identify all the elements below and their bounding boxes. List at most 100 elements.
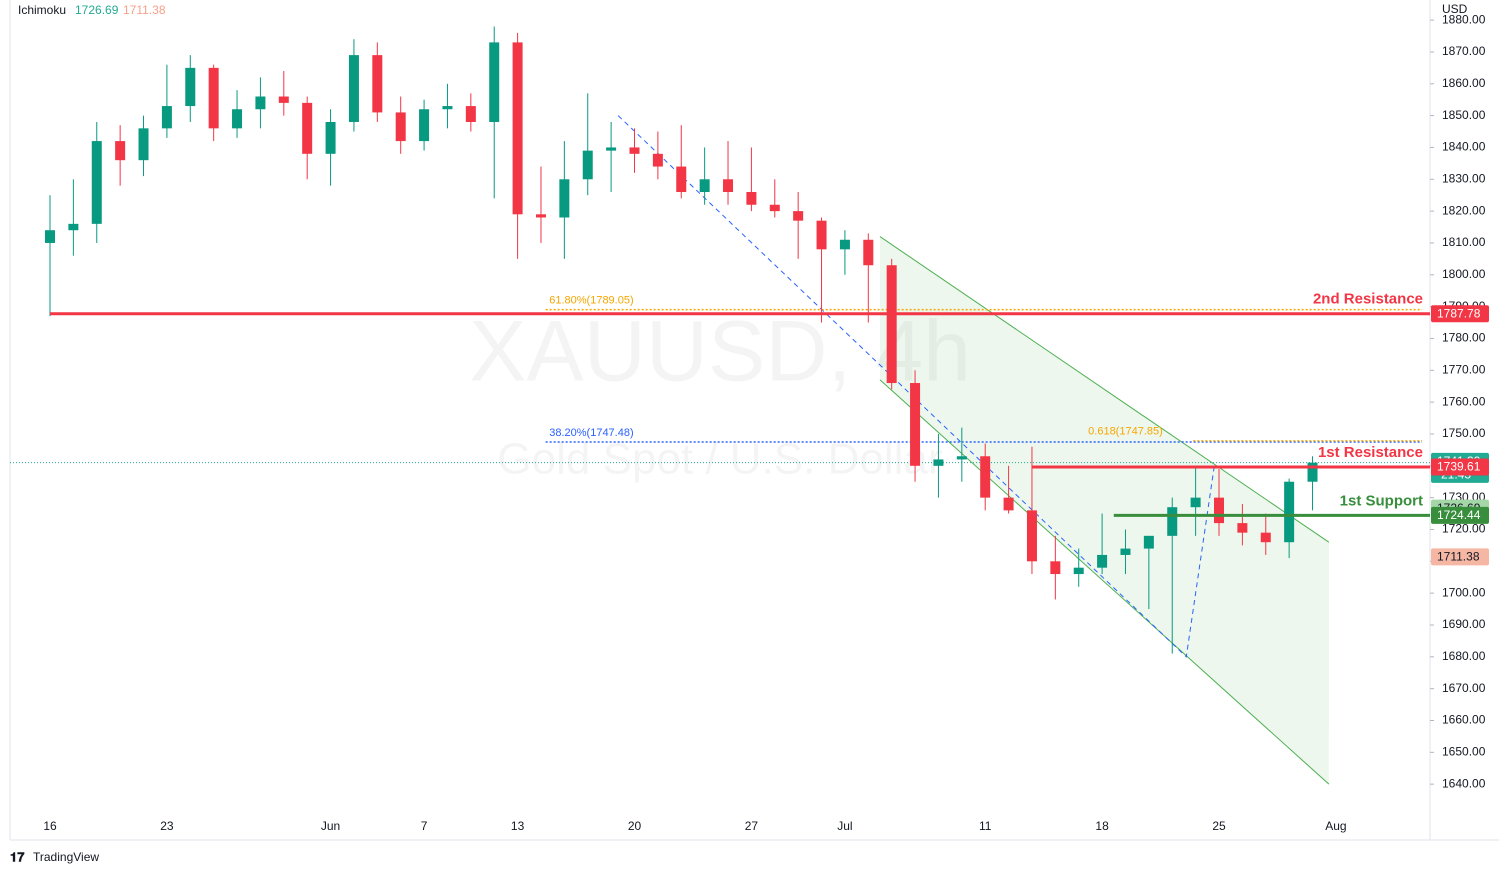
x-tick-label: 11	[979, 819, 992, 833]
candle-body	[348, 55, 359, 122]
candle-body	[956, 456, 967, 460]
candle-body	[699, 179, 710, 193]
candle-body	[1167, 507, 1178, 536]
brand-logo: 𝟏𝟕	[10, 849, 25, 864]
y-tick-label: 1860.00	[1442, 76, 1486, 90]
candle-body	[325, 121, 336, 154]
candle-body	[302, 102, 313, 154]
level-label: 2nd Resistance	[1313, 291, 1423, 308]
candle-body	[606, 147, 617, 151]
price-badge	[1431, 548, 1489, 566]
candle-body	[1050, 561, 1061, 575]
candle-body	[723, 179, 734, 193]
y-tick-label: 1800.00	[1442, 267, 1486, 281]
candle-body	[1307, 462, 1318, 482]
currency-label: USD	[1442, 2, 1468, 16]
candle-body	[535, 214, 546, 218]
y-tick-label: 1830.00	[1442, 171, 1486, 185]
y-tick-label: 1660.00	[1442, 713, 1486, 727]
y-tick-label: 1880.00	[1442, 12, 1486, 26]
candle-body	[676, 166, 687, 193]
candle-body	[769, 204, 780, 212]
candle-body	[372, 55, 383, 113]
x-tick-label: 7	[421, 819, 428, 833]
x-tick-label: 25	[1212, 819, 1226, 833]
y-tick-label: 1680.00	[1442, 649, 1486, 663]
price-badge-label: 1724.44	[1437, 508, 1481, 522]
y-tick-label: 1640.00	[1442, 776, 1486, 790]
y-tick-label: 1760.00	[1442, 394, 1486, 408]
candle-body	[91, 141, 102, 224]
indicator-name: Ichimoku	[18, 3, 66, 17]
candle-body	[1073, 567, 1084, 575]
watermark-description: Gold Spot / U.S. Dollar	[497, 435, 942, 484]
price-badge	[1431, 506, 1489, 524]
candle-body	[255, 96, 266, 110]
level-label: 1st Support	[1340, 492, 1423, 509]
candle-body	[886, 265, 897, 384]
candle-body	[1284, 481, 1295, 543]
fib-label: 0.618(1747.85)	[1088, 426, 1163, 438]
x-tick-label: 20	[628, 819, 642, 833]
price-badge	[1431, 305, 1489, 323]
candle-body	[1120, 548, 1131, 555]
x-tick-label: 13	[511, 819, 525, 833]
candle-body	[1143, 535, 1154, 549]
x-tick-label: 18	[1095, 819, 1109, 833]
x-tick-label: Aug	[1325, 819, 1346, 833]
channel-lower	[879, 379, 1330, 785]
candle-body	[465, 106, 476, 122]
y-tick-label: 1750.00	[1442, 426, 1486, 440]
candle-body	[1003, 497, 1014, 511]
x-tick-label: Jul	[837, 819, 852, 833]
candle-body	[1237, 523, 1248, 533]
candle-body	[652, 153, 663, 167]
y-tick-label: 1780.00	[1442, 331, 1486, 345]
candle-body	[489, 42, 500, 122]
candle-body	[395, 112, 406, 142]
candle-body	[863, 239, 874, 266]
y-tick-label: 1650.00	[1442, 745, 1486, 759]
candle-body	[68, 223, 79, 231]
candle-body	[839, 239, 850, 250]
indicator-value: 1711.38	[123, 3, 166, 17]
candle-body	[278, 96, 289, 103]
candle-body	[629, 147, 640, 154]
candle-body	[45, 230, 55, 243]
candle-body	[582, 150, 593, 180]
y-tick-label: 1720.00	[1442, 522, 1486, 536]
candle-body	[559, 179, 570, 218]
y-tick-label: 1700.00	[1442, 585, 1486, 599]
candle-body	[115, 141, 126, 161]
price-badge	[1431, 458, 1489, 476]
brand: 𝟏𝟕 TradingView	[10, 849, 99, 864]
candle-body	[746, 192, 757, 205]
x-tick-label: 16	[43, 819, 57, 833]
candle-body	[933, 459, 944, 466]
fib-label: 38.20%(1747.48)	[549, 427, 633, 439]
price-badge-label: 1739.61	[1437, 460, 1481, 474]
candle-body	[793, 211, 804, 221]
candle-body	[1260, 532, 1271, 543]
y-tick-label: 1770.00	[1442, 362, 1486, 376]
brand-name: TradingView	[33, 850, 99, 864]
candle-body	[1026, 510, 1037, 562]
candle-body	[442, 106, 453, 110]
candle-body	[816, 220, 827, 250]
candle-body	[1097, 554, 1108, 568]
y-tick-label: 1850.00	[1442, 108, 1486, 122]
candle-body	[185, 67, 196, 107]
fib-label: 61.80%(1789.05)	[549, 295, 633, 307]
x-tick-label: 27	[745, 819, 759, 833]
candle-body	[980, 456, 991, 498]
candle-body	[1190, 497, 1201, 508]
y-tick-label: 1870.00	[1442, 44, 1486, 58]
y-tick-label: 1810.00	[1442, 235, 1486, 249]
y-tick-label: 1670.00	[1442, 681, 1486, 695]
candle-body	[419, 109, 430, 142]
candle-body	[512, 42, 523, 215]
candle-body	[138, 128, 149, 161]
level-label: 1st Resistance	[1318, 444, 1423, 461]
